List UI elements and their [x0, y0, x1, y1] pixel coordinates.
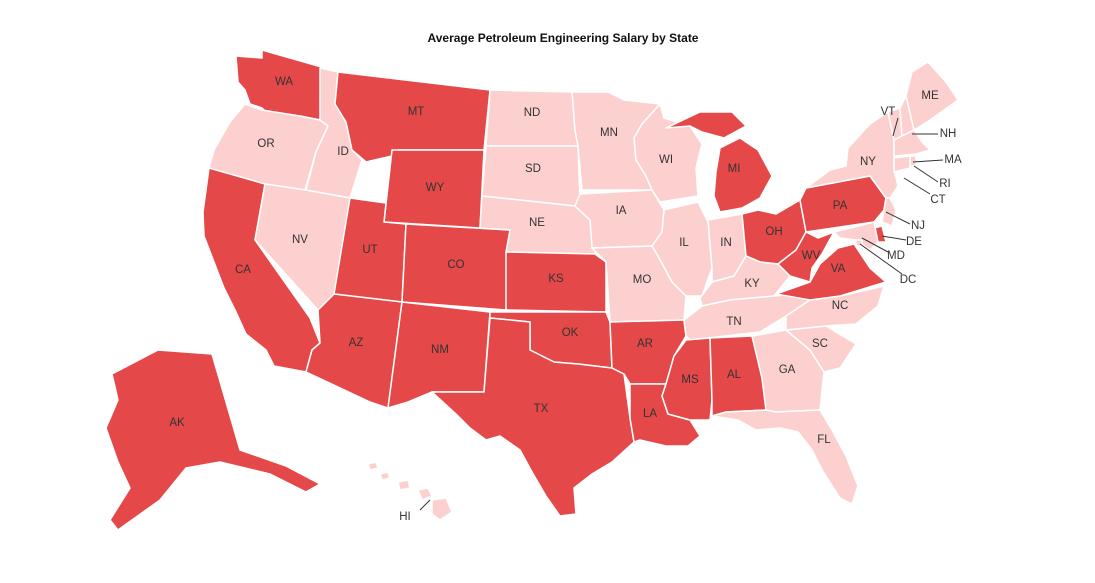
state-label-fl: FL: [817, 434, 831, 446]
state-label-ri: RI: [939, 178, 951, 190]
state-label-ma: MA: [944, 154, 962, 166]
state-az[interactable]: [305, 293, 403, 409]
state-label-wi: WI: [659, 154, 673, 166]
state-mt[interactable]: [334, 71, 491, 163]
leader-line-md: [861, 237, 889, 253]
state-ks[interactable]: [505, 251, 607, 313]
state-label-de: DE: [906, 236, 922, 248]
leader-line-vt: [892, 117, 899, 137]
state-ma[interactable]: [893, 129, 931, 157]
state-label-me: ME: [921, 90, 939, 102]
state-il[interactable]: [651, 201, 713, 297]
state-label-va: VA: [831, 263, 846, 275]
leader-line-ma: [912, 159, 944, 163]
state-label-ms: MS: [681, 374, 699, 386]
state-label-sd: SD: [525, 163, 541, 175]
leader-line-nj: [885, 211, 911, 225]
state-label-md: MD: [887, 250, 905, 262]
state-label-ak: AK: [169, 417, 185, 429]
state-label-wv: WV: [802, 250, 821, 262]
state-label-mt: MT: [408, 106, 425, 118]
state-label-ky: KY: [744, 278, 760, 290]
state-label-ar: AR: [637, 338, 653, 350]
state-label-il: IL: [679, 237, 689, 249]
state-label-ne: NE: [529, 217, 545, 229]
state-label-oh: OH: [765, 226, 782, 238]
state-label-or: OR: [257, 138, 274, 150]
state-ca[interactable]: [202, 167, 321, 373]
state-md[interactable]: [833, 221, 879, 251]
state-label-nv: NV: [292, 234, 308, 246]
state-tx[interactable]: [431, 317, 635, 517]
state-label-al: AL: [727, 369, 742, 381]
state-label-ny: NY: [860, 156, 876, 168]
state-ms[interactable]: [661, 337, 713, 421]
state-me[interactable]: [905, 61, 959, 131]
state-ri[interactable]: [909, 155, 917, 167]
state-label-mo: MO: [633, 274, 652, 286]
state-ak[interactable]: [105, 349, 321, 531]
state-label-id: ID: [337, 146, 349, 158]
state-label-ca: CA: [235, 264, 251, 276]
state-label-wy: WY: [426, 182, 445, 194]
state-va[interactable]: [775, 243, 887, 301]
state-nc[interactable]: [785, 285, 885, 331]
state-label-in: IN: [720, 237, 732, 249]
leader-line-ct: [903, 177, 931, 195]
state-label-az: AZ: [349, 337, 364, 349]
state-label-ia: IA: [616, 205, 627, 217]
state-label-nm: NM: [431, 344, 449, 356]
state-label-la: LA: [643, 408, 657, 420]
state-label-tn: TN: [726, 316, 741, 328]
state-label-ct: CT: [930, 194, 945, 206]
leader-line-hi: [419, 499, 431, 511]
state-label-tx: TX: [534, 403, 549, 415]
state-label-ks: KS: [548, 273, 564, 285]
state-label-mn: MN: [600, 127, 618, 139]
state-label-nj: NJ: [911, 220, 925, 232]
state-label-nd: ND: [524, 107, 541, 119]
state-label-pa: PA: [833, 200, 848, 212]
state-label-nh: NH: [940, 128, 957, 140]
state-label-dc: DC: [900, 274, 917, 286]
leader-line-ri: [913, 165, 939, 183]
state-wv[interactable]: [777, 231, 835, 283]
state-nj[interactable]: [881, 197, 897, 227]
state-label-vt: VT: [881, 106, 896, 118]
chart-title: Average Petroleum Engineering Salary by …: [427, 31, 699, 45]
state-label-nc: NC: [832, 300, 849, 312]
state-label-mi: MI: [728, 163, 741, 175]
state-hi[interactable]: [367, 461, 453, 521]
state-label-sc: SC: [812, 338, 828, 350]
state-mi[interactable]: [665, 111, 773, 213]
state-label-wa: WA: [275, 76, 293, 88]
state-label-hi: HI: [399, 511, 411, 523]
leader-line-de: [881, 235, 907, 241]
state-fl[interactable]: [711, 409, 859, 505]
state-label-ut: UT: [362, 244, 377, 256]
state-label-co: CO: [447, 259, 464, 271]
state-label-ok: OK: [562, 327, 579, 339]
state-label-ga: GA: [779, 364, 796, 376]
leader-line-dc: [859, 243, 903, 275]
state-ct[interactable]: [893, 155, 911, 173]
